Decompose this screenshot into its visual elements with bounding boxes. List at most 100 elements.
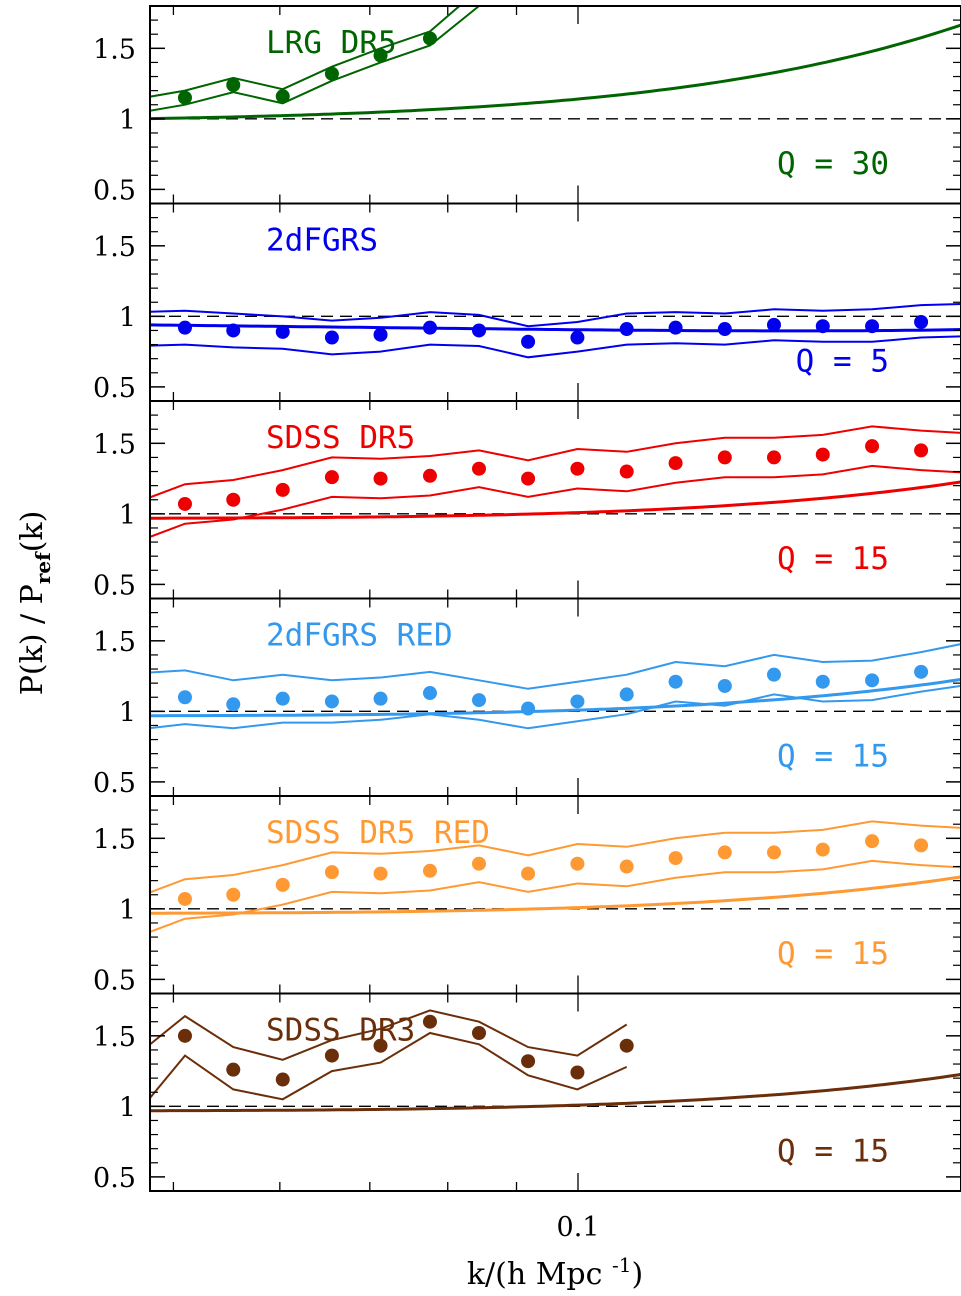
plot-area [150, 6, 961, 121]
data-point [373, 327, 388, 342]
y-tick-label: 1.5 [93, 627, 136, 658]
y-tick-label: 1 [119, 697, 136, 728]
data-point [177, 90, 192, 105]
data-point [619, 322, 634, 337]
upper-error-line [150, 820, 961, 894]
y-tick-label: 0.5 [93, 175, 136, 206]
data-point [226, 492, 241, 507]
y-tick-label: 1.5 [93, 232, 136, 263]
plot-area [30, 820, 961, 933]
data-point [472, 1026, 487, 1040]
data-point [865, 439, 880, 454]
data-point [717, 845, 732, 860]
data-point [324, 330, 339, 345]
data-point [717, 450, 732, 465]
data-point [815, 842, 830, 857]
data-point [275, 877, 290, 892]
x-tick-label-0.1: 0.1 [557, 1212, 600, 1243]
y-tick-label: 1 [119, 500, 136, 531]
data-point [80, 905, 94, 919]
data-point [177, 320, 192, 335]
data-point [521, 334, 536, 349]
q-value-label: Q = 15 [777, 739, 889, 775]
data-point [324, 1048, 339, 1063]
data-point [815, 447, 830, 462]
data-point [717, 322, 732, 337]
data-point [275, 324, 290, 339]
data-point [521, 1054, 536, 1069]
data-point [226, 78, 241, 92]
data-point [373, 1038, 388, 1053]
lower-error-line [150, 859, 961, 933]
data-point [668, 674, 683, 689]
y-tick-label: 0.5 [93, 373, 136, 404]
y-axis-title: P(k) / Pref(k) [15, 511, 55, 696]
data-point [80, 335, 94, 349]
data-point [275, 1072, 290, 1087]
y-tick-label: 1 [119, 105, 136, 136]
x-axis-title: k/(h Mpc -1) [467, 1253, 643, 1292]
x-axis: 0.1 k/(h Mpc -1) [467, 1212, 643, 1292]
model-curve [150, 1072, 961, 1113]
data-point [373, 471, 388, 486]
data-point [422, 863, 437, 878]
panel-label: SDSS DR5 RED [266, 815, 490, 851]
panel-1: 0.5 1 1.5 2dFGRS Q = 5 [80, 202, 961, 404]
data-point [422, 468, 437, 483]
plot-area [80, 302, 961, 359]
panel-label: SDSS DR5 [266, 420, 415, 456]
data-point [30, 714, 44, 728]
data-point [422, 320, 437, 335]
y-tick-label: 1.5 [93, 429, 136, 460]
model-curve [150, 480, 961, 520]
data-point [717, 678, 732, 693]
data-point [177, 1028, 192, 1043]
data-point [815, 319, 830, 334]
data-point [177, 496, 192, 511]
data-point [30, 909, 44, 923]
plot-area [30, 643, 961, 730]
data-point [422, 31, 437, 46]
data-point [521, 866, 536, 881]
panel-label: LRG DR5 [266, 25, 397, 61]
upper-error-line [150, 643, 961, 690]
data-point [619, 687, 634, 702]
data-point [324, 694, 339, 709]
data-point [226, 887, 241, 902]
data-point [472, 323, 487, 338]
y-tick-label: 0.5 [93, 965, 136, 996]
data-point [521, 471, 536, 486]
data-point [914, 838, 929, 853]
data-point [914, 443, 929, 458]
data-point [766, 667, 781, 682]
lower-error-line [150, 1031, 628, 1101]
data-point [619, 859, 634, 874]
lower-error-line [150, 335, 961, 359]
data-point [129, 1078, 143, 1092]
data-point [324, 865, 339, 880]
panel-label: SDSS DR3 [266, 1013, 415, 1049]
plot-area [150, 425, 961, 538]
data-point [324, 66, 339, 81]
data-point [226, 697, 241, 712]
data-point [570, 694, 585, 709]
data-point [275, 691, 290, 706]
data-point [472, 856, 487, 871]
data-point [472, 461, 487, 476]
data-point [521, 701, 536, 716]
data-point [914, 315, 929, 329]
upper-error-line [150, 302, 961, 328]
data-point [80, 713, 94, 727]
q-value-label: Q = 15 [777, 541, 889, 577]
y-tick-label: 0.5 [93, 570, 136, 601]
data-point [668, 320, 683, 335]
model-curve [150, 677, 961, 718]
y-tick-label: 1.5 [93, 824, 136, 855]
data-point [570, 461, 585, 476]
data-point [373, 48, 388, 63]
data-point [373, 866, 388, 881]
y-tick-label: 0.5 [93, 1163, 136, 1194]
data-point [766, 450, 781, 465]
